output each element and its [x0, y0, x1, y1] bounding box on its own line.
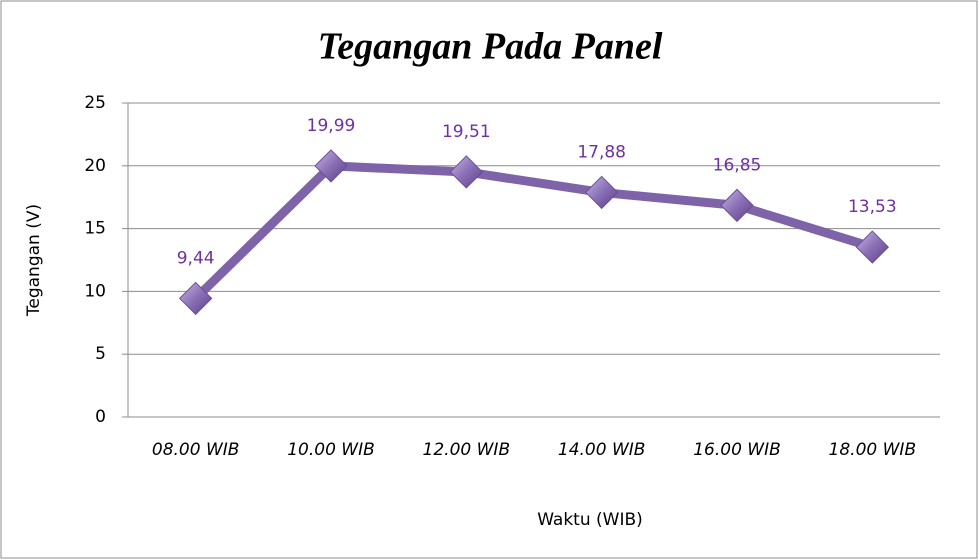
- y-tick-label: 10: [84, 281, 106, 301]
- marker: [178, 281, 213, 316]
- marker: [584, 175, 619, 210]
- data-label: 13,53: [848, 197, 897, 217]
- y-axis-label: Tegangan (V): [24, 204, 44, 317]
- marker: [314, 149, 348, 183]
- marker: [720, 188, 754, 223]
- x-tick-label: 08.00 WIB: [152, 440, 240, 460]
- x-tick-label: 12.00 WIB: [423, 440, 511, 460]
- y-tick-label: 5: [95, 344, 106, 364]
- x-tick-label: 18.00 WIB: [829, 440, 917, 460]
- y-tick-label: 0: [95, 407, 106, 427]
- y-tick-label: 20: [84, 156, 106, 176]
- data-label: 16,85: [713, 155, 762, 175]
- line: [192, 161, 874, 302]
- x-axis-label: Waktu (WIB): [537, 510, 643, 530]
- marker: [449, 155, 484, 189]
- x-tick-label: 16.00 WIB: [693, 440, 781, 460]
- chart-title: Tegangan Pada Panel: [318, 26, 663, 68]
- x-tick-label: 10.00 WIB: [287, 440, 375, 460]
- data-label: 19,51: [442, 122, 491, 142]
- data-label: 19,99: [307, 116, 356, 136]
- marker: [855, 230, 890, 264]
- data-label: 9,44: [177, 248, 215, 268]
- x-tick-label: 14.00 WIB: [558, 440, 646, 460]
- y-tick-label: 25: [84, 93, 106, 113]
- data-label: 17,88: [577, 142, 626, 162]
- y-tick-label: 15: [84, 219, 106, 239]
